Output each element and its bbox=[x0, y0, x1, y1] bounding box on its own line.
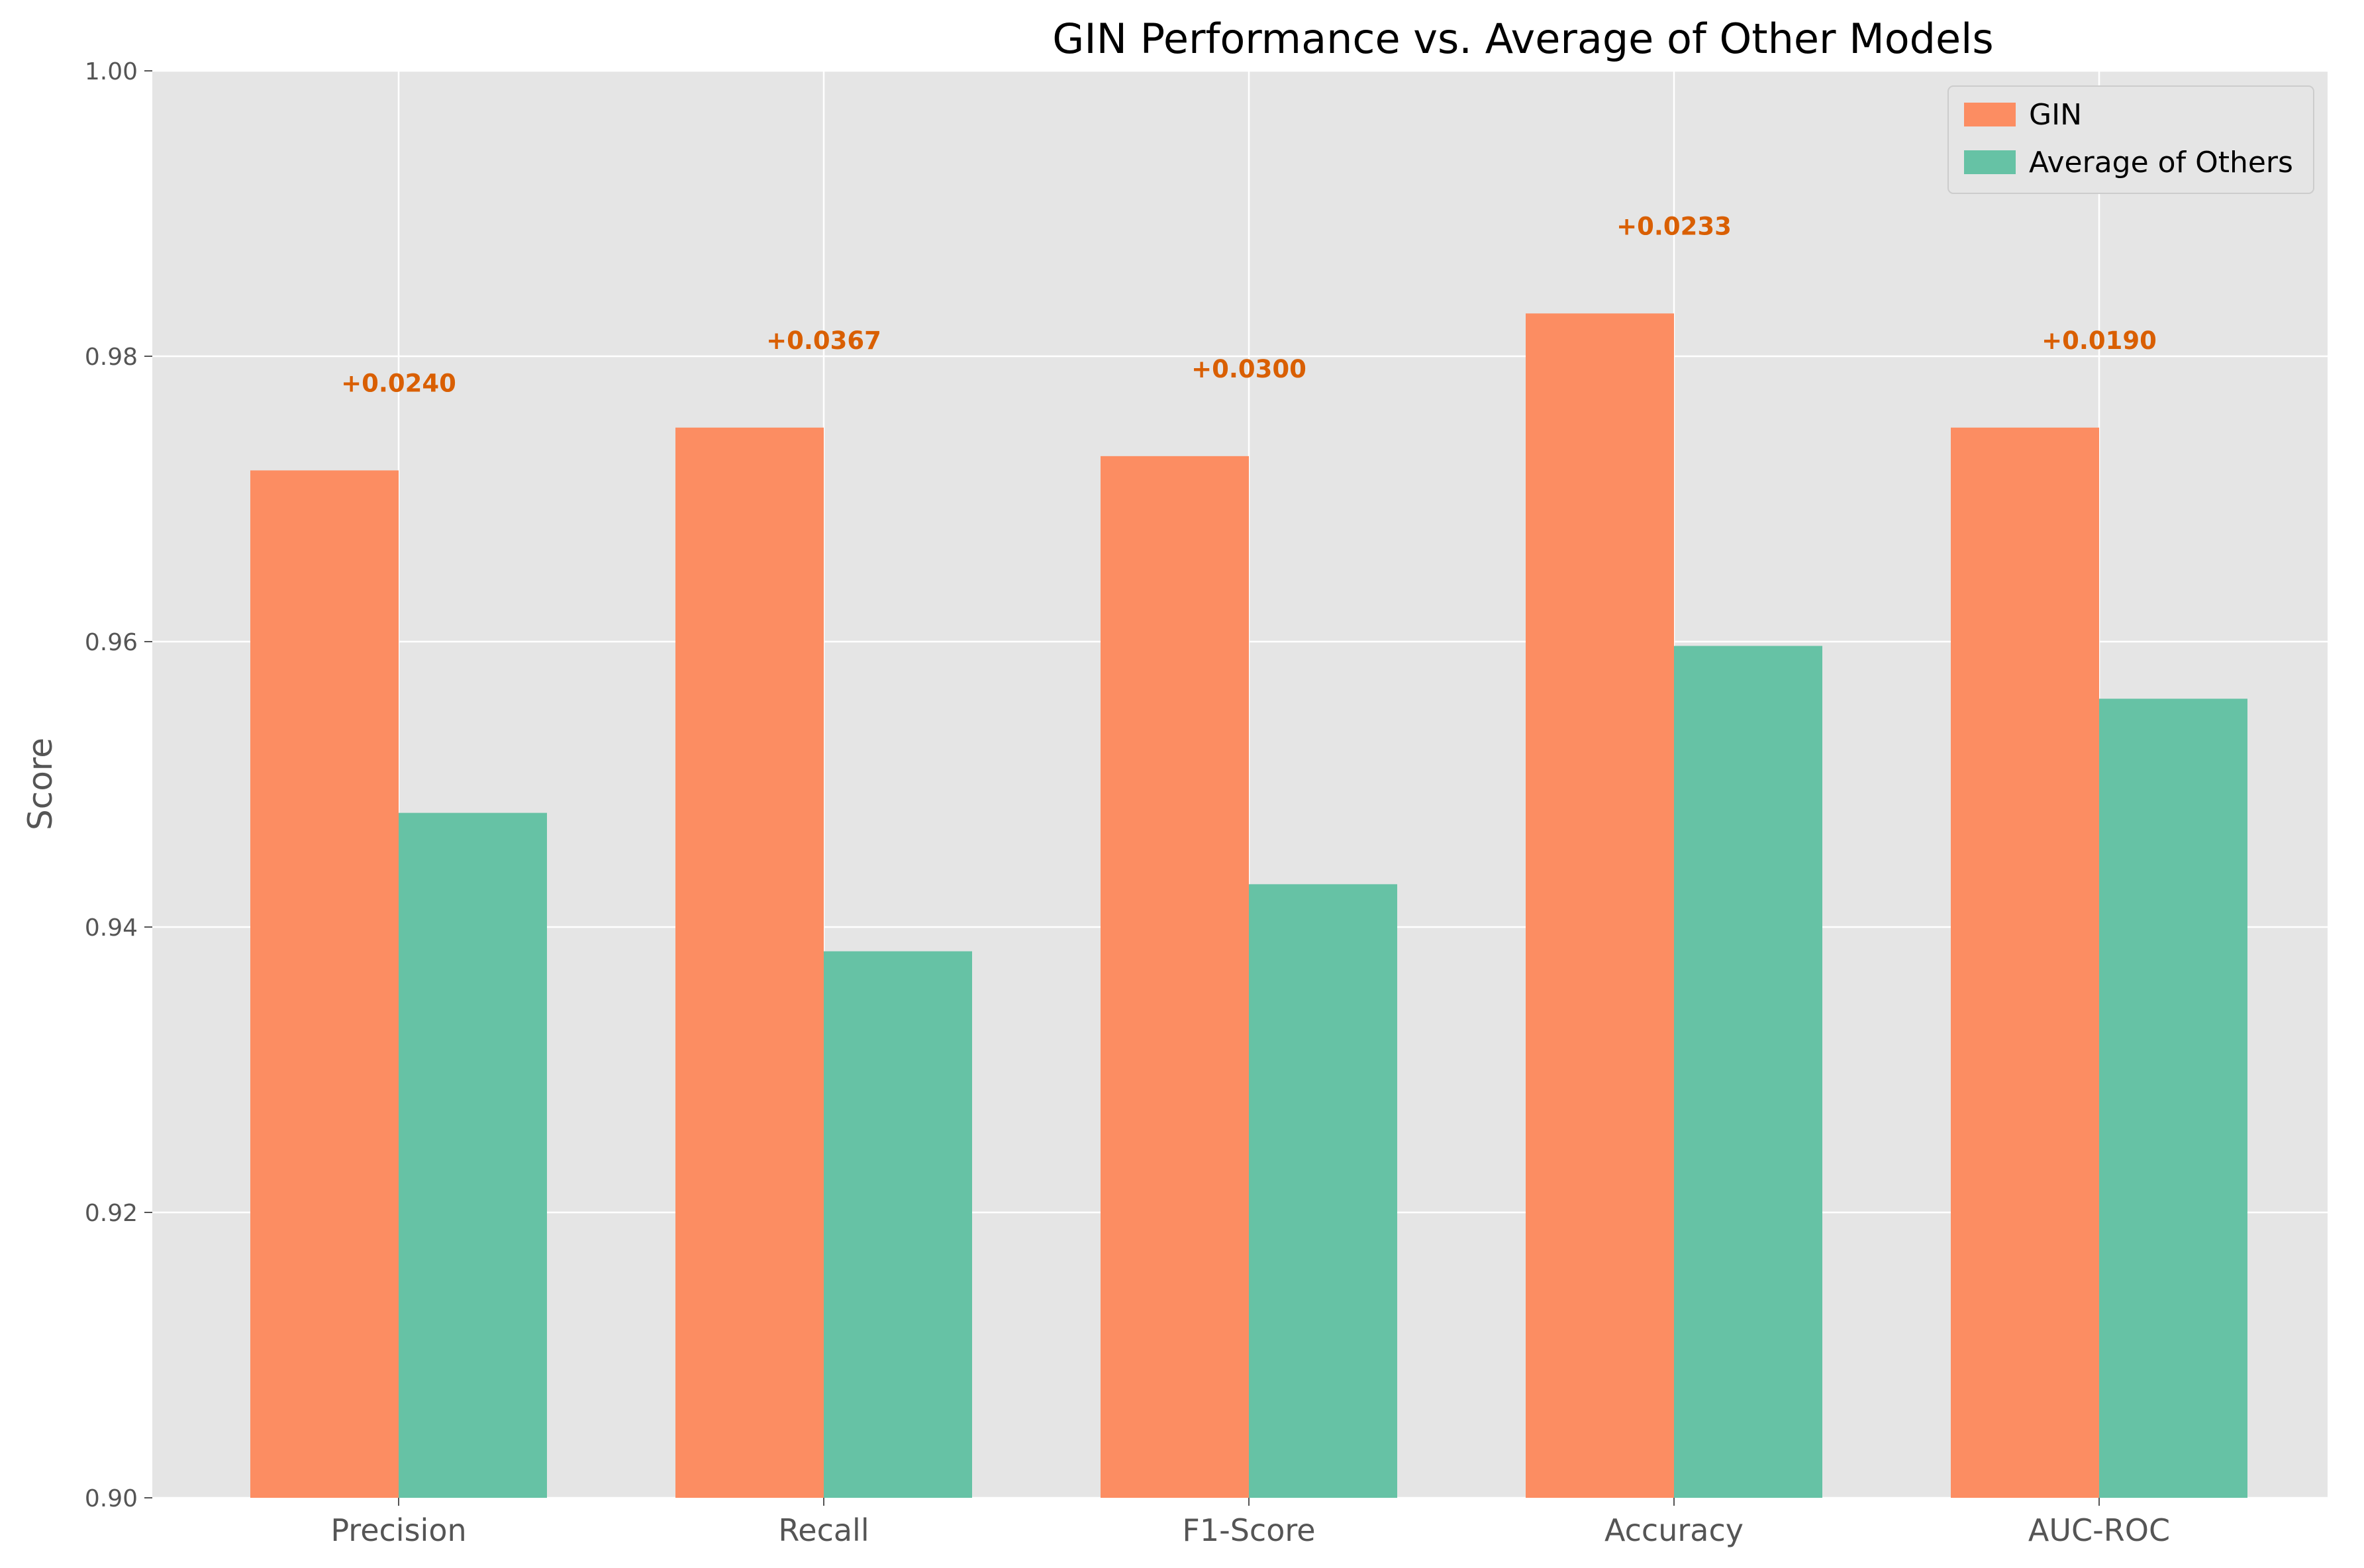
legend-swatch-average-of-others bbox=[1964, 150, 2016, 174]
bar-gin-f1-score bbox=[1101, 456, 1249, 1498]
bar-average-of-others-accuracy bbox=[1674, 646, 1822, 1498]
legend-label-gin: GIN bbox=[2029, 98, 2082, 132]
x-axis-ticks: Precision Recall F1-Score Accuracy AUC-ROC bbox=[330, 1498, 2170, 1548]
x-tick-label-auc-roc: AUC-ROC bbox=[2028, 1512, 2170, 1548]
y-tick-label: 0.90 bbox=[85, 1485, 138, 1512]
bars bbox=[250, 313, 2247, 1498]
annotations: +0.0240 +0.0367 +0.0300 +0.0233 +0.0190 bbox=[341, 212, 2157, 397]
bar-average-of-others-precision bbox=[399, 812, 547, 1498]
y-tick-label: 1.00 bbox=[85, 58, 138, 85]
x-tick-label-accuracy: Accuracy bbox=[1604, 1512, 1744, 1548]
bar-gin-precision bbox=[250, 470, 399, 1498]
x-tick-label-recall: Recall bbox=[778, 1512, 869, 1548]
annotation-accuracy: +0.0233 bbox=[1616, 212, 1732, 240]
y-axis-ticks: 0.90 0.92 0.94 0.96 0.98 1.00 bbox=[85, 58, 152, 1512]
legend-label-average-of-others: Average of Others bbox=[2029, 146, 2293, 179]
bar-gin-auc-roc bbox=[1951, 427, 2099, 1498]
annotation-recall: +0.0367 bbox=[766, 326, 881, 355]
y-tick-label: 0.98 bbox=[85, 344, 138, 371]
x-tick-label-precision: Precision bbox=[330, 1512, 466, 1548]
bar-average-of-others-auc-roc bbox=[2099, 699, 2247, 1498]
bar-gin-accuracy bbox=[1526, 313, 1674, 1498]
x-tick-label-f1-score: F1-Score bbox=[1182, 1512, 1315, 1548]
legend: GIN Average of Others bbox=[1947, 85, 2314, 194]
y-axis-label: Score bbox=[21, 738, 60, 830]
annotation-f1-score: +0.0300 bbox=[1191, 355, 1306, 383]
legend-swatch-gin bbox=[1964, 103, 2016, 126]
y-tick-label: 0.92 bbox=[85, 1200, 138, 1227]
bar-average-of-others-recall bbox=[824, 951, 972, 1498]
legend-box bbox=[1947, 85, 2314, 194]
bar-average-of-others-f1-score bbox=[1249, 884, 1397, 1498]
annotation-auc-roc: +0.0190 bbox=[2042, 326, 2157, 355]
bar-gin-recall bbox=[675, 427, 824, 1498]
y-tick-label: 0.94 bbox=[85, 914, 138, 942]
annotation-precision: +0.0240 bbox=[341, 369, 456, 397]
chart-title: GIN Performance vs. Average of Other Mod… bbox=[1052, 15, 1993, 63]
y-tick-label: 0.96 bbox=[85, 629, 138, 656]
